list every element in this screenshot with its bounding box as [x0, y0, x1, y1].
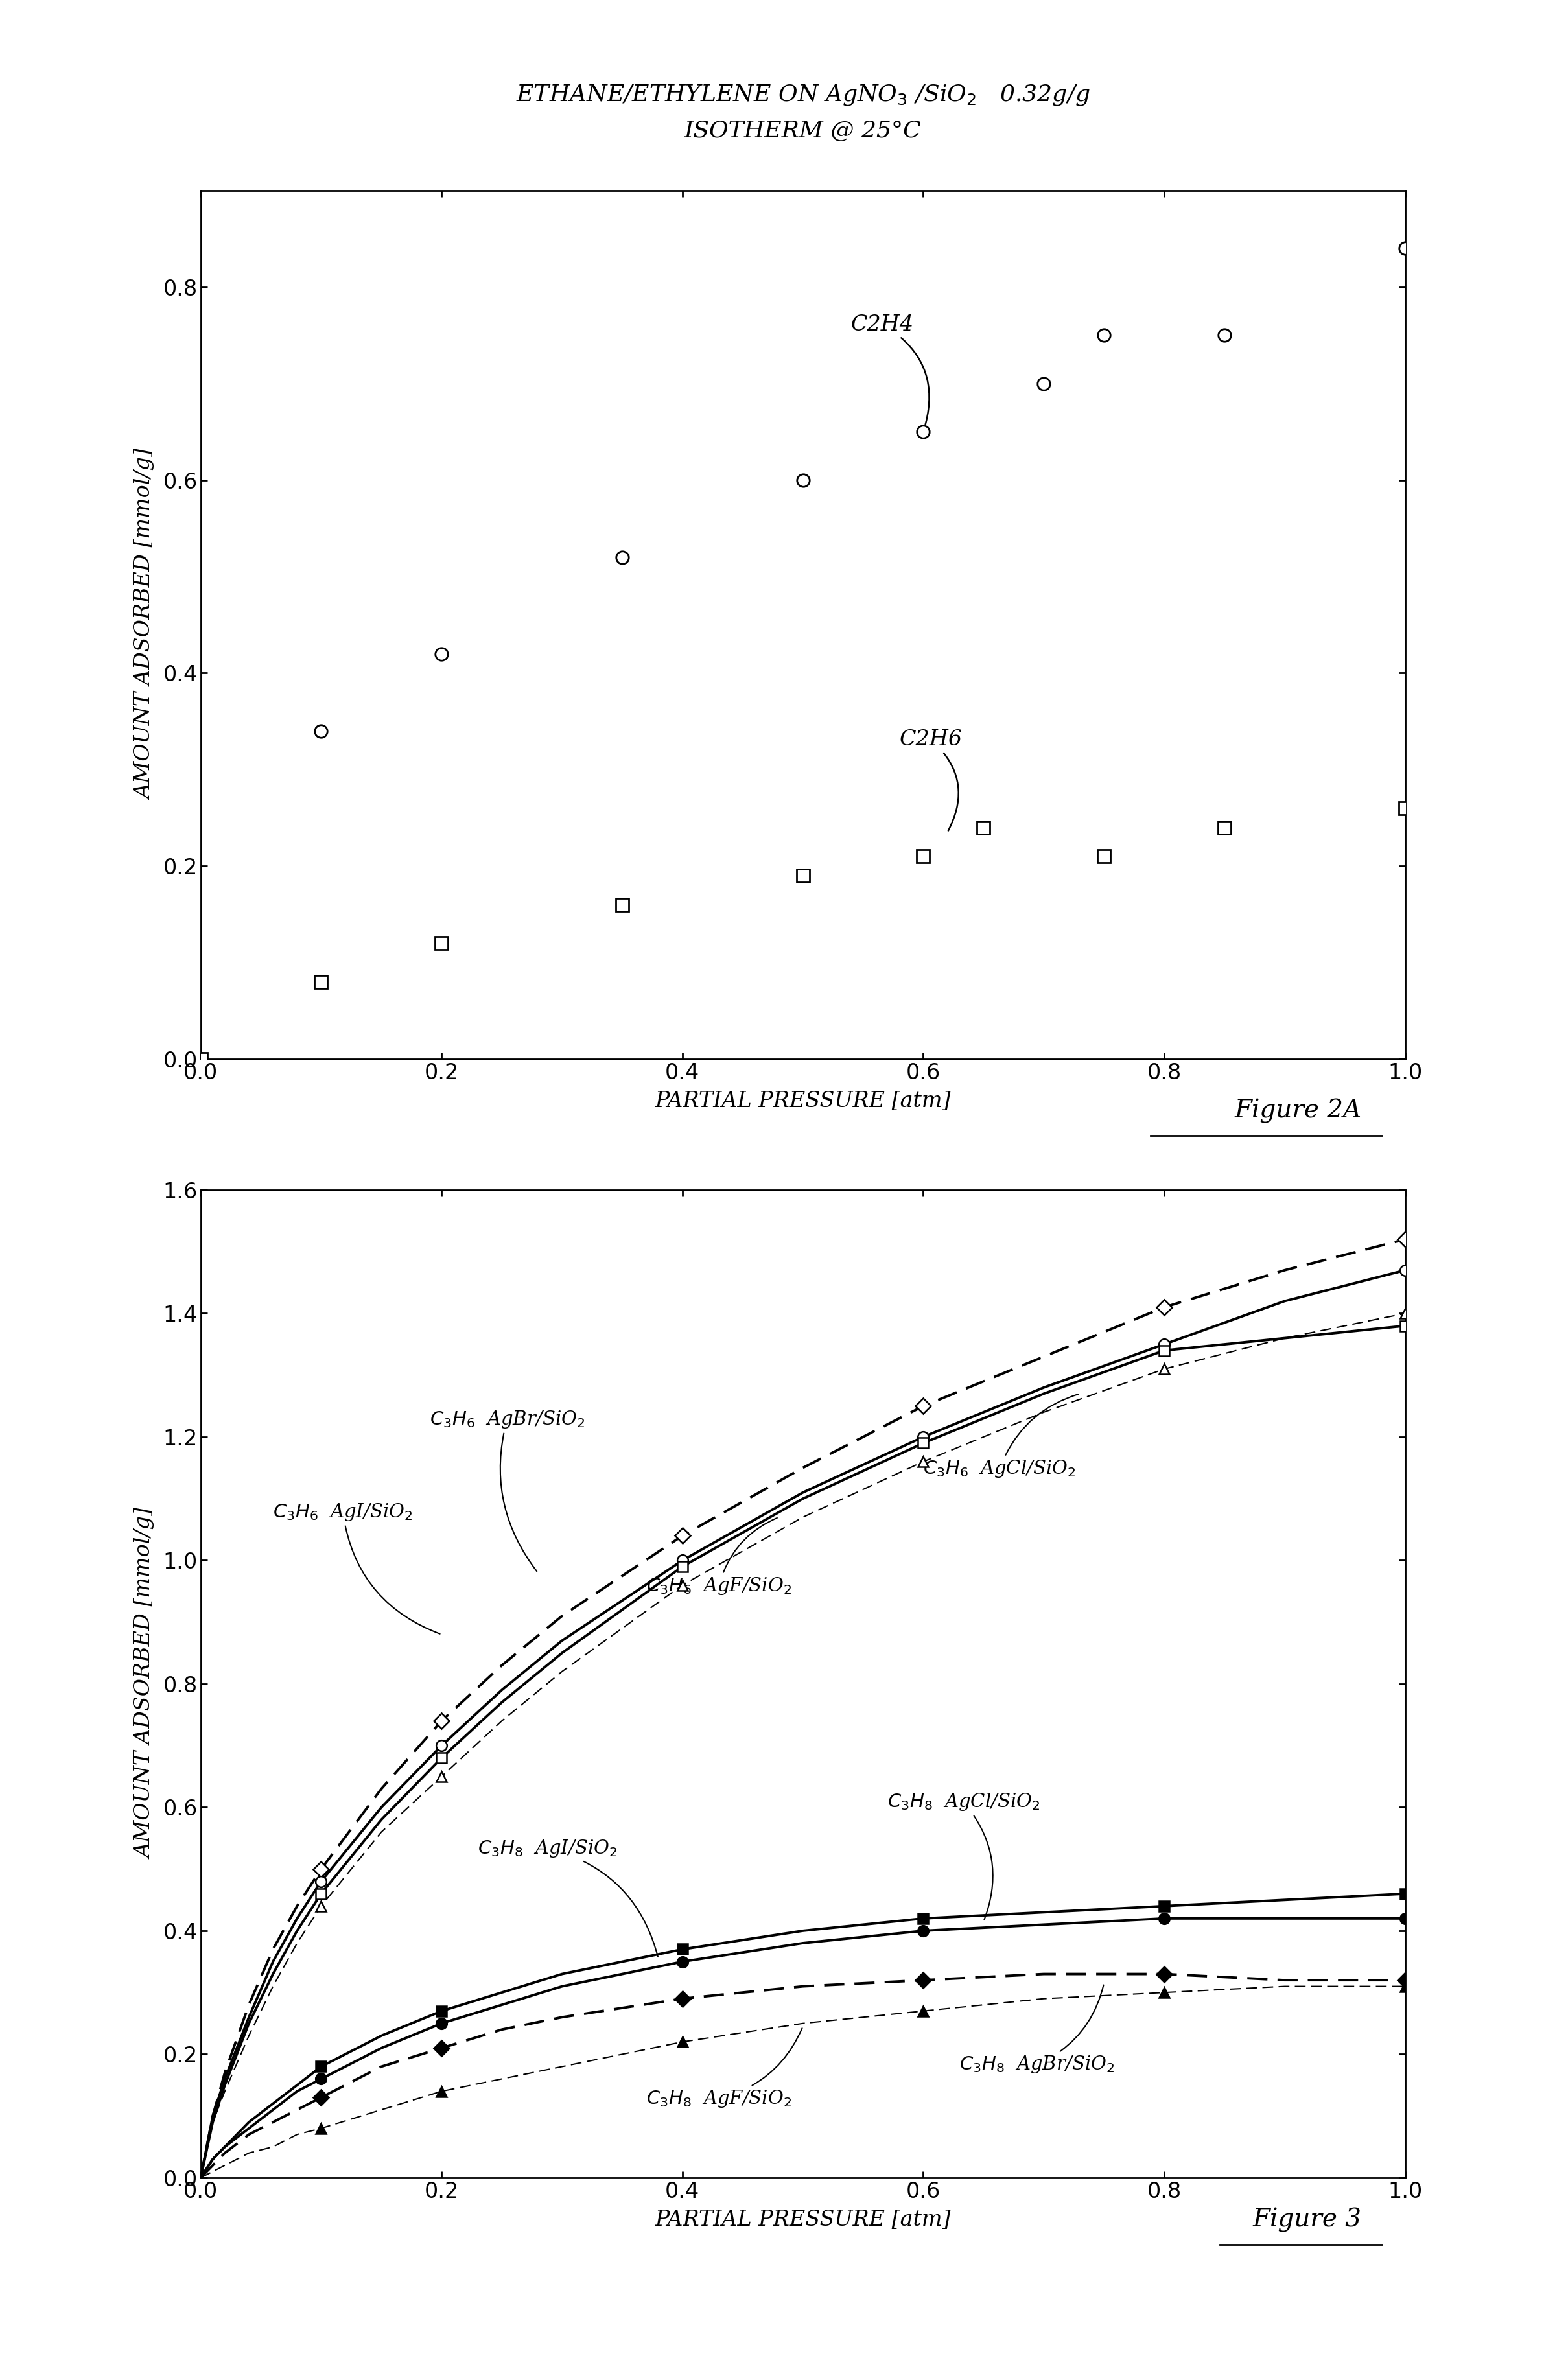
Text: Figure 2A: Figure 2A	[1235, 1100, 1362, 1123]
Text: ETHANE/ETHYLENE ON AgNO$_3$ /SiO$_2$   0.32g/g: ETHANE/ETHYLENE ON AgNO$_3$ /SiO$_2$ 0.3…	[516, 83, 1090, 107]
Text: $C_3H_8$  AgCl/SiO$_2$: $C_3H_8$ AgCl/SiO$_2$	[888, 1792, 1041, 1921]
Text: $C_3H_8$  AgF/SiO$_2$: $C_3H_8$ AgF/SiO$_2$	[647, 2028, 803, 2109]
X-axis label: PARTIAL PRESSURE [atm]: PARTIAL PRESSURE [atm]	[655, 1090, 951, 1111]
Y-axis label: AMOUNT ADSORBED [mmol/g]: AMOUNT ADSORBED [mmol/g]	[134, 1509, 156, 1859]
Text: $C_3H_8$  AgBr/SiO$_2$: $C_3H_8$ AgBr/SiO$_2$	[959, 1985, 1115, 2075]
Text: $C_3H_6$  AgBr/SiO$_2$: $C_3H_6$ AgBr/SiO$_2$	[429, 1409, 585, 1571]
Text: $C_3H_6$  AgF/SiO$_2$: $C_3H_6$ AgF/SiO$_2$	[647, 1518, 792, 1597]
Text: C2H6: C2H6	[899, 728, 962, 831]
Text: Figure 3: Figure 3	[1252, 2209, 1362, 2232]
Text: $C_3H_8$  AgI/SiO$_2$: $C_3H_8$ AgI/SiO$_2$	[477, 1837, 658, 1956]
Text: $C_3H_6$  AgI/SiO$_2$: $C_3H_6$ AgI/SiO$_2$	[273, 1502, 440, 1633]
Text: ISOTHERM @ 25°C: ISOTHERM @ 25°C	[684, 119, 922, 143]
X-axis label: PARTIAL PRESSURE [atm]: PARTIAL PRESSURE [atm]	[655, 2209, 951, 2230]
Text: $C_3H_6$  AgCl/SiO$_2$: $C_3H_6$ AgCl/SiO$_2$	[923, 1395, 1078, 1478]
Y-axis label: AMOUNT ADSORBED [mmol/g]: AMOUNT ADSORBED [mmol/g]	[134, 450, 156, 800]
Text: C2H4: C2H4	[851, 314, 929, 431]
